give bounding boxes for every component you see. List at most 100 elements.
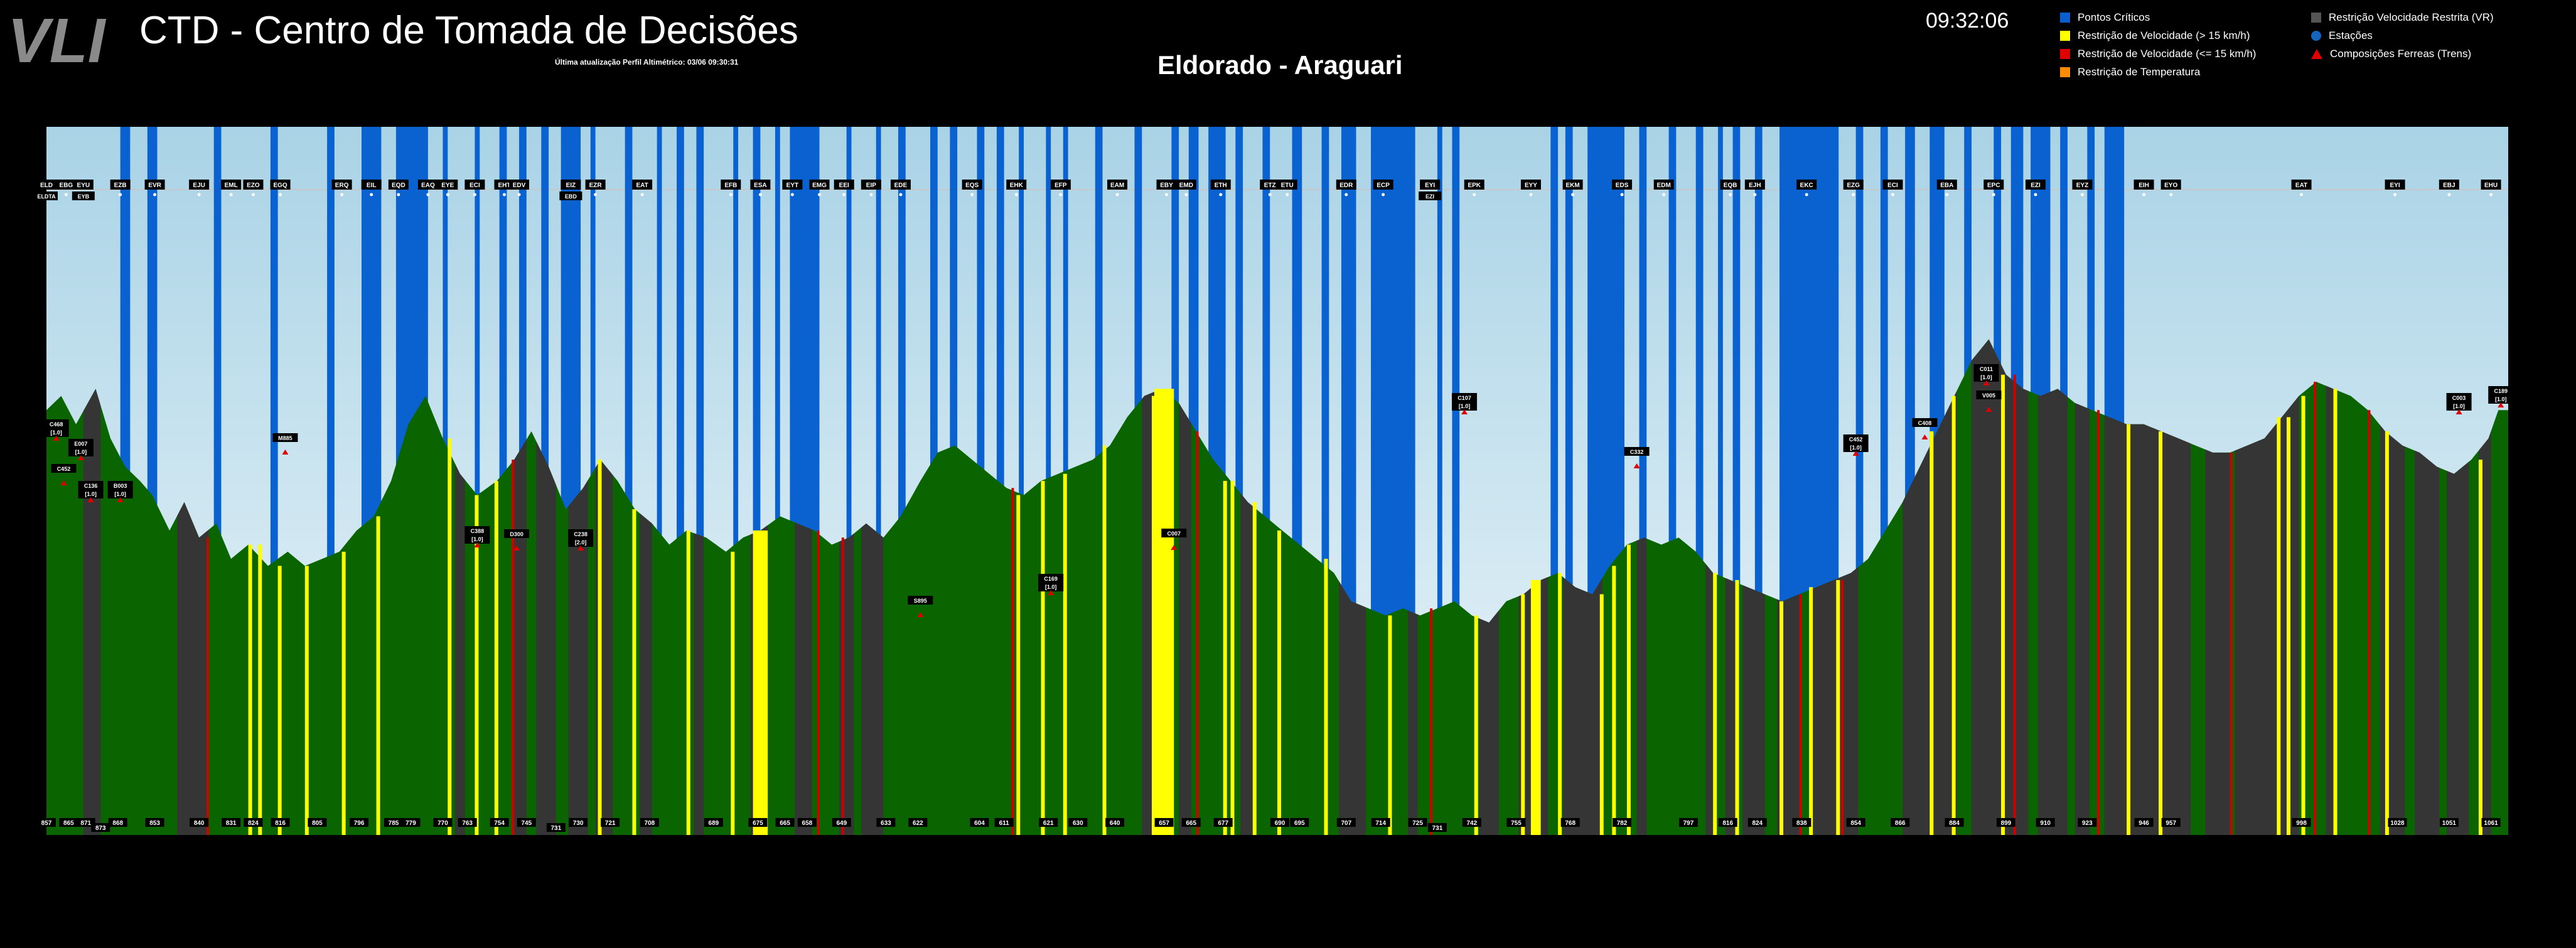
km-label: 805 xyxy=(312,820,323,827)
station-dot-icon xyxy=(1268,193,1272,197)
station-marker: EYI EZI xyxy=(1419,180,1442,200)
km-label-box xyxy=(1747,818,1767,827)
train-label-box xyxy=(51,464,77,473)
station-marker: EIZ EBD xyxy=(559,180,582,200)
train-label-box xyxy=(2488,386,2514,404)
critical-point-band xyxy=(1718,127,1723,835)
km-label: 630 xyxy=(1073,820,1083,827)
km-label-box xyxy=(458,818,477,827)
station-marker: ECP xyxy=(1373,180,1393,197)
km-label: 871 xyxy=(80,820,91,827)
speed-restriction-gt15 xyxy=(2001,374,2005,835)
train-marker: C468[1.0] xyxy=(43,419,69,441)
station-marker: EKM xyxy=(1562,180,1583,197)
station-marker: ETH xyxy=(1210,180,1231,197)
speed-restriction-gt15 xyxy=(2159,431,2163,835)
km-label-box xyxy=(1945,818,1964,827)
station-sublabel: ELDTA xyxy=(37,193,56,200)
station-label-box xyxy=(2160,180,2181,190)
km-label: 763 xyxy=(462,820,473,827)
speed-restriction-le15 xyxy=(512,460,515,835)
train-label: C189 xyxy=(2494,388,2508,394)
stations-layer: ELD ELDTA EBG EYU EYB EZB EVR EJU EML EZO EGQ ERQ EI… xyxy=(35,180,2501,200)
km-label: 923 xyxy=(2082,820,2093,827)
station-marker: EIH xyxy=(2133,180,2154,197)
legend-label: Estações xyxy=(2329,30,2373,41)
critical-point-band xyxy=(327,127,335,835)
speed-restriction-gt15 xyxy=(258,544,262,835)
km-label-box xyxy=(748,818,768,827)
station-dot-icon xyxy=(640,193,644,197)
speed-restriction-gt15 xyxy=(1252,502,1257,835)
station-marker: EBY xyxy=(1156,180,1177,197)
km-label: 816 xyxy=(275,820,286,827)
station-label: EQD xyxy=(392,182,405,189)
station-label-box xyxy=(782,180,803,190)
train-label-box xyxy=(1624,447,1650,456)
station-dot-icon xyxy=(1571,193,1575,197)
station-dot-icon xyxy=(1344,193,1348,197)
critical-point-band xyxy=(846,127,852,835)
station-label: EBJ xyxy=(2443,182,2455,189)
station-dot-icon xyxy=(729,193,733,197)
train-label: V005 xyxy=(1982,392,1995,399)
station-label-box xyxy=(890,180,911,190)
station-label: EIP xyxy=(866,182,876,189)
station-label: ESA xyxy=(754,182,767,189)
station-label-box xyxy=(2481,180,2501,190)
station-dot-icon xyxy=(153,193,157,197)
station-marker: ERQ xyxy=(331,180,352,197)
speed-restriction-gt15 xyxy=(1151,396,1156,835)
train-label-box xyxy=(1038,574,1064,591)
km-label: 658 xyxy=(802,820,813,827)
km-label-box xyxy=(145,818,164,827)
km-label-box xyxy=(308,818,327,827)
legend-vel-restrita: Restrição Velocidade Restrita (VR) xyxy=(2311,11,2494,24)
station-sublabel: EBD xyxy=(565,193,577,200)
train-label: C408 xyxy=(1918,420,1932,426)
station-label-box xyxy=(36,180,56,190)
station-label: EDM xyxy=(1657,182,1671,189)
legend-label: Restrição de Velocidade (> 15 km/h) xyxy=(2078,30,2250,41)
station-label-box xyxy=(1843,180,1864,190)
speed-restriction-le15 xyxy=(2368,410,2371,835)
km-label: 816 xyxy=(1722,820,1733,827)
legend-rv-maior15: Restrição de Velocidade (> 15 km/h) xyxy=(2060,30,2250,42)
station-label: EAM xyxy=(1110,182,1124,189)
train-label: C136 xyxy=(84,483,98,489)
km-label: 730 xyxy=(573,820,584,827)
train-label: C388 xyxy=(471,528,485,534)
critical-point-band xyxy=(213,127,222,835)
station-sublabel: EZI xyxy=(1425,193,1434,200)
critical-point-band xyxy=(775,127,780,835)
station-marker: EMG xyxy=(809,180,830,197)
station-dot-icon xyxy=(64,193,68,197)
station-label-box xyxy=(1562,180,1583,190)
train-marker: V005 xyxy=(1976,391,2002,412)
km-label: 768 xyxy=(1565,820,1575,827)
station-dot-icon xyxy=(1945,193,1949,197)
station-label-box xyxy=(2385,180,2405,190)
train-triangle-icon xyxy=(1852,451,1859,456)
station-label: EZR xyxy=(589,182,603,189)
station-dot-icon xyxy=(1529,193,1533,197)
km-label-box xyxy=(640,818,659,827)
station-dot-icon xyxy=(340,193,344,197)
km-label-box xyxy=(91,823,110,832)
station-label: EYI xyxy=(2390,182,2400,189)
station-marker: EGQ xyxy=(270,180,291,197)
train-sublabel: [1.0] xyxy=(50,429,62,436)
station-marker: EFP xyxy=(1050,180,1071,197)
km-label: 840 xyxy=(194,820,205,827)
km-label-box xyxy=(1154,818,1174,827)
station-dot-icon xyxy=(1059,193,1063,197)
station-dot-icon xyxy=(1014,193,1018,197)
critical-point-band xyxy=(696,127,704,835)
station-label-box xyxy=(1156,180,1177,190)
speed-restriction-gt15 xyxy=(1599,594,1604,835)
station-label: EYE xyxy=(441,182,454,189)
critical-point-band xyxy=(1262,127,1270,835)
speed-restriction-le15 xyxy=(1430,608,1433,835)
km-label: 831 xyxy=(226,820,237,827)
train-label-box xyxy=(1912,418,1938,427)
